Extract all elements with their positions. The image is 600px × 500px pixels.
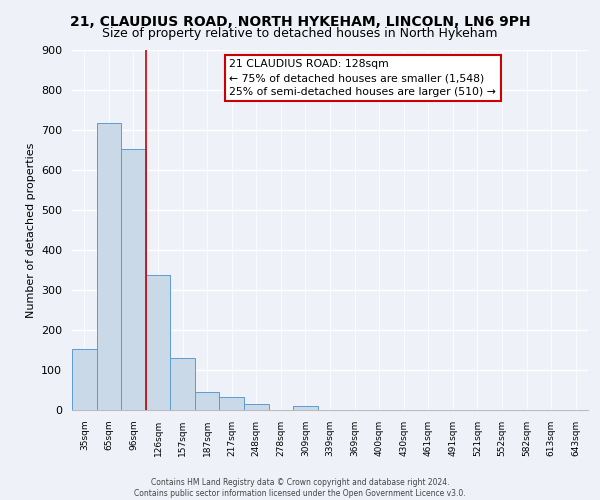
Text: 21 CLAUDIUS ROAD: 128sqm
← 75% of detached houses are smaller (1,548)
25% of sem: 21 CLAUDIUS ROAD: 128sqm ← 75% of detach… [229,59,496,97]
Bar [244,404,269,410]
Bar [146,275,170,410]
Text: Size of property relative to detached houses in North Hykeham: Size of property relative to detached ho… [102,28,498,40]
Bar [121,149,146,410]
Bar [195,392,220,410]
Bar [220,397,244,410]
Bar [170,358,195,410]
Bar [293,406,318,410]
Bar [97,123,121,410]
Text: Contains HM Land Registry data © Crown copyright and database right 2024.
Contai: Contains HM Land Registry data © Crown c… [134,478,466,498]
Text: 21, CLAUDIUS ROAD, NORTH HYKEHAM, LINCOLN, LN6 9PH: 21, CLAUDIUS ROAD, NORTH HYKEHAM, LINCOL… [70,15,530,29]
Bar [72,349,97,410]
Y-axis label: Number of detached properties: Number of detached properties [26,142,35,318]
